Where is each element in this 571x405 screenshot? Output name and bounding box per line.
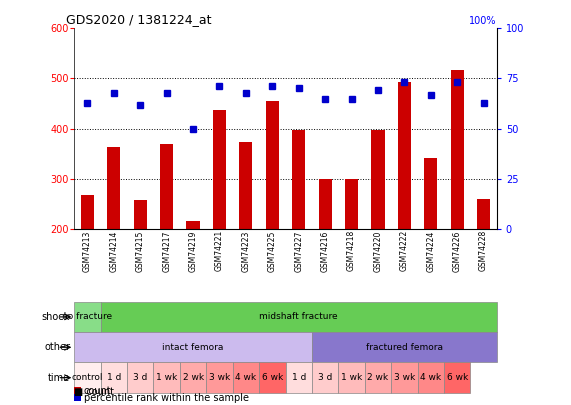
Bar bbox=[154, 362, 180, 393]
Text: other: other bbox=[44, 342, 70, 352]
Text: 4 wk: 4 wk bbox=[420, 373, 441, 382]
Bar bbox=[233, 362, 259, 393]
Bar bbox=[477, 199, 490, 229]
Text: ■ count: ■ count bbox=[74, 387, 114, 396]
Text: 1 wk: 1 wk bbox=[341, 373, 362, 382]
Bar bbox=[259, 362, 286, 393]
Bar bbox=[266, 101, 279, 229]
Bar bbox=[180, 362, 206, 393]
Bar bbox=[398, 82, 411, 229]
Bar bbox=[319, 179, 332, 229]
Bar bbox=[371, 130, 384, 229]
Bar bbox=[134, 200, 147, 229]
Text: 6 wk: 6 wk bbox=[262, 373, 283, 382]
Bar bbox=[365, 362, 391, 393]
Bar bbox=[312, 332, 497, 362]
Bar bbox=[444, 362, 471, 393]
Bar bbox=[127, 362, 154, 393]
Bar bbox=[206, 362, 233, 393]
Bar bbox=[338, 362, 365, 393]
Bar bbox=[74, 302, 100, 332]
Text: 2 wk: 2 wk bbox=[367, 373, 388, 382]
Text: intact femora: intact femora bbox=[162, 343, 224, 352]
Text: midshaft fracture: midshaft fracture bbox=[259, 312, 338, 322]
Text: shock: shock bbox=[42, 312, 70, 322]
Bar bbox=[160, 144, 173, 229]
Bar bbox=[239, 142, 252, 229]
Bar bbox=[81, 195, 94, 229]
Text: count: count bbox=[84, 386, 111, 396]
Bar bbox=[345, 179, 358, 229]
Bar bbox=[286, 362, 312, 393]
Text: percentile rank within the sample: percentile rank within the sample bbox=[84, 393, 249, 403]
Bar bbox=[312, 362, 338, 393]
Bar bbox=[74, 332, 312, 362]
Bar bbox=[292, 130, 305, 229]
Bar bbox=[451, 70, 464, 229]
Text: time: time bbox=[48, 373, 70, 383]
Text: 3 wk: 3 wk bbox=[394, 373, 415, 382]
Bar bbox=[74, 362, 100, 393]
Text: 3 wk: 3 wk bbox=[209, 373, 230, 382]
Bar bbox=[391, 362, 417, 393]
Text: GDS2020 / 1381224_at: GDS2020 / 1381224_at bbox=[66, 13, 211, 26]
Text: 3 d: 3 d bbox=[133, 373, 147, 382]
Bar bbox=[424, 158, 437, 229]
Text: 1 d: 1 d bbox=[292, 373, 306, 382]
Text: 1 d: 1 d bbox=[107, 373, 121, 382]
Bar bbox=[100, 362, 127, 393]
Text: 1 wk: 1 wk bbox=[156, 373, 177, 382]
Bar bbox=[417, 362, 444, 393]
Text: 2 wk: 2 wk bbox=[183, 373, 204, 382]
Text: 3 d: 3 d bbox=[318, 373, 332, 382]
Text: 4 wk: 4 wk bbox=[235, 373, 256, 382]
Text: 100%: 100% bbox=[469, 16, 497, 26]
Bar bbox=[213, 109, 226, 229]
Text: control: control bbox=[72, 373, 103, 382]
Text: no fracture: no fracture bbox=[62, 312, 112, 322]
Text: 6 wk: 6 wk bbox=[447, 373, 468, 382]
Bar bbox=[107, 147, 120, 229]
Text: fractured femora: fractured femora bbox=[366, 343, 443, 352]
Bar bbox=[187, 221, 200, 229]
